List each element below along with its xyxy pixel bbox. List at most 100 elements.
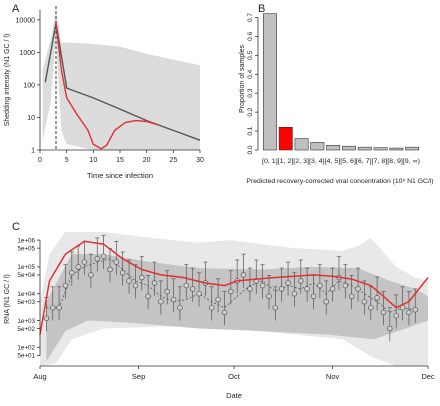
panel-a-x-tick-label: 30: [196, 157, 204, 164]
panel-c-point: [62, 282, 69, 289]
panel-c-point: [158, 298, 164, 305]
panel-c-point: [164, 288, 170, 295]
panel-a-y-tick-label: 100: [23, 82, 35, 89]
panel-c-point: [100, 253, 107, 259]
panel-a-band: [42, 10, 201, 150]
panel-c-label: C: [12, 221, 20, 233]
panel-c-point: [221, 309, 228, 316]
panel-b-bar: [357, 146, 372, 151]
panel-c-point: [75, 264, 81, 270]
panel-c-point: [323, 298, 329, 305]
panel-b-label: B: [258, 3, 265, 15]
panel-a-y-tick-label: 1: [31, 148, 35, 155]
panel-c-point: [298, 278, 304, 284]
panel-c-point: [310, 293, 317, 300]
panel-b-y-label: Proportion of samples: [239, 44, 246, 113]
panel-c-x-tick-label: Dec: [421, 372, 435, 381]
panel-c-point: [69, 270, 75, 276]
panel-c-point: [406, 309, 412, 316]
panel-a-x-label: Time since infection: [87, 171, 153, 180]
panel-c-point: [94, 256, 100, 262]
panel-c-point: [361, 298, 368, 305]
panel-a-y-label: Shedding intensity (N1 GC / l): [4, 34, 11, 127]
panel-c-point: [215, 296, 221, 303]
panel-c-point: [348, 293, 355, 300]
panel-c-x-label: Date: [226, 391, 242, 400]
panel-c-x-tick-label: Nov: [326, 372, 340, 381]
panel-c-point: [387, 325, 393, 332]
panel-b-bar: [310, 142, 325, 151]
panel-a-x-tick-label: 5: [65, 157, 69, 164]
panel-c-x-tick-label: Aug: [33, 372, 46, 381]
panel-c-point: [291, 290, 298, 297]
panel-b-bar: [373, 147, 388, 151]
panel-c-point: [374, 295, 380, 301]
panel-c-point: [126, 278, 132, 284]
panel-c-y-tick-label: 1e+02: [17, 345, 35, 352]
panel-c-point: [170, 296, 177, 303]
panel-c-point: [145, 293, 151, 300]
panel-c-point: [183, 282, 190, 289]
panel-a-y-tick-label: 10: [27, 115, 35, 122]
panel-c-point: [368, 304, 374, 311]
panel-c-point: [88, 272, 94, 278]
panel-c-point: [81, 259, 88, 265]
panel-c-point: [208, 304, 215, 311]
panel-a: 0 5 10 15 20 25 30 1 10 100 1000 10000 Time since in…: [4, 6, 204, 180]
panel-c-point: [259, 282, 266, 289]
panel-c-x-tick-label: Sep: [132, 372, 145, 381]
panel-c-point: [119, 270, 126, 276]
panel-a-x-tick-label: 0: [38, 157, 42, 164]
panel-b-y-tick-label: 0.4: [247, 69, 254, 78]
panel-b-bar: [405, 146, 420, 151]
panel-a-x-tick-label: 15: [116, 157, 124, 164]
panel-b-y-tick-label: 0.7: [247, 13, 254, 22]
panel-c-y-tick-label: 5e+05: [17, 245, 35, 252]
panel-c-point: [151, 280, 158, 286]
panel-b-x-label: Predicted recovery-corrected viral conce…: [246, 178, 433, 185]
panel-c-y-label: RNA (N1 GC / l): [4, 274, 11, 324]
panel-c-y-tick-label: 1e+06: [17, 237, 35, 244]
panel-c-point: [113, 259, 120, 265]
panel-c-y-tick-label: 5e+04: [17, 272, 35, 279]
panel-c-point: [393, 312, 399, 319]
panel-c-point: [266, 293, 272, 300]
panel-c-fit-line: [39, 240, 429, 335]
panel-c-point: [285, 280, 291, 286]
panel-c-point: [329, 286, 336, 292]
panel-c-point: [139, 274, 145, 281]
panel-c-point: [177, 304, 183, 311]
panel-b-y-tick-label: 0.1: [247, 126, 254, 135]
panel-c-x-tick-label: Oct: [228, 372, 241, 381]
panel-c-point: [107, 266, 113, 273]
panel-c-point: [56, 304, 62, 311]
panel-c-point: [240, 272, 247, 278]
panel-c-point: [196, 290, 202, 297]
panel-a-label: A: [12, 3, 20, 15]
panel-c-point: [272, 304, 279, 311]
panel-b-bar: [326, 145, 341, 151]
panel-c-y-tick-label: 5e+02: [17, 326, 35, 333]
panel-c-point: [247, 286, 253, 292]
panel-c-y-tick-label: 1e+04: [17, 291, 35, 298]
panel-b-bar: [294, 138, 309, 151]
panel-b-bar: [278, 127, 293, 151]
panel-b: 0.0 0.1 0.2 0.3 0.4 0.5 0.6 0.7 [0, 1][1, 2][2, …: [239, 13, 434, 185]
panel-a-series-2: [55, 22, 158, 150]
panel-c-y-tick-label: 1e+05: [17, 264, 35, 271]
panel-c-point: [49, 304, 56, 311]
panel-c-point: [342, 282, 349, 289]
panel-c-y-tick-label: 5e+01: [17, 353, 35, 360]
panel-c-point: [412, 307, 419, 313]
panel-c-point: [43, 315, 50, 322]
panel-a-x-tick-label: 25: [169, 157, 177, 164]
panel-a-y-tick-label: 10000: [16, 17, 36, 24]
panel-b-y-tick-label: 0.0: [247, 145, 254, 154]
panel-c-y-tick-label: 5e+03: [17, 299, 35, 306]
panel-b-category-labels: [0, 1][1, 2][2, 3][3, 4][4, 5][5, 6][6, …: [262, 158, 420, 165]
panel-c-point: [304, 286, 310, 292]
panel-c-y-tick-label: 1e+03: [17, 318, 35, 325]
panel-c-point: [380, 309, 387, 316]
